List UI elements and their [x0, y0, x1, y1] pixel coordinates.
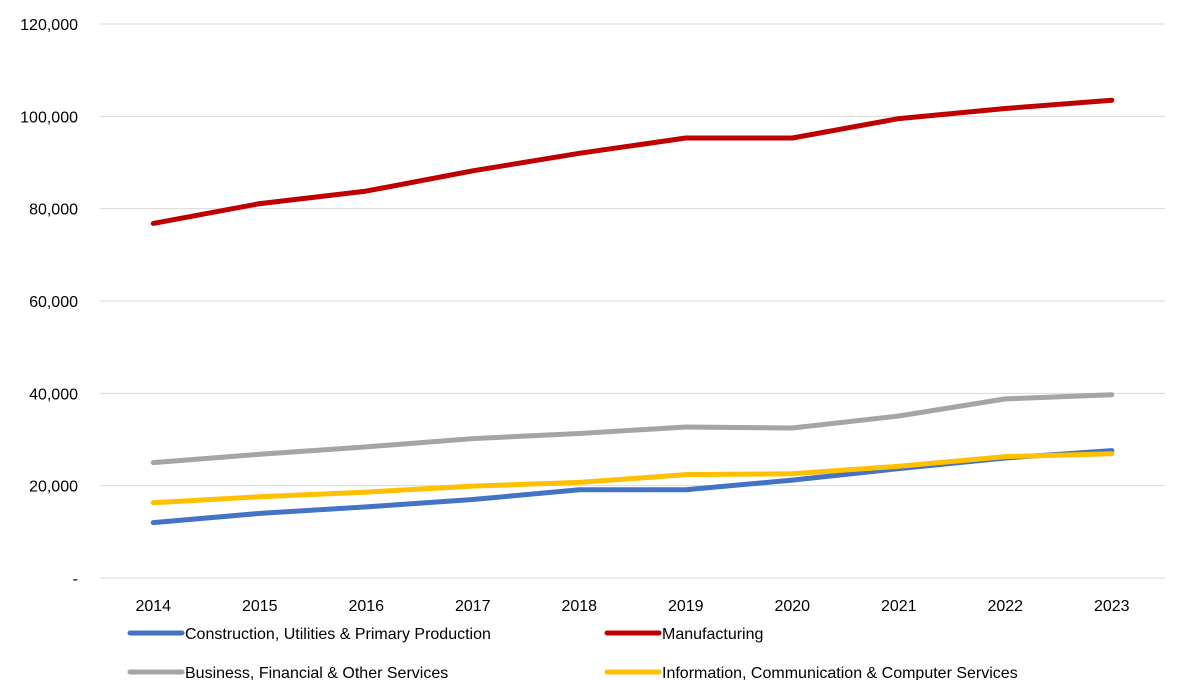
y-tick-label: 80,000 [29, 202, 78, 219]
x-tick-label: 2016 [348, 598, 384, 615]
x-tick-label: 2023 [1094, 598, 1130, 615]
series-lines [150, 97, 1115, 526]
legend-label: Manufacturing [662, 626, 763, 643]
y-axis-tick-labels: - 20,000 40,000 60,000 80,000 100,000 120,000 [20, 17, 78, 588]
x-tick-label: 2019 [668, 598, 704, 615]
series-line [150, 451, 1115, 506]
legend-label: Business, Financial & Other Services [185, 665, 448, 680]
series-line [150, 392, 1115, 466]
y-tick-label: - [73, 571, 78, 588]
x-tick-label: 2018 [561, 598, 597, 615]
legend-label: Information, Communication & Computer Se… [662, 665, 1018, 680]
legend-label: Construction, Utilities & Primary Produc… [185, 626, 491, 643]
x-tick-label: 2015 [242, 598, 278, 615]
y-tick-label: 40,000 [29, 386, 78, 403]
x-axis-tick-labels: 2014 2015 2016 2017 2018 2019 2020 2021 2022 2023 [135, 598, 1129, 615]
legend: Construction, Utilities & Primary Produc… [127, 626, 1018, 680]
x-tick-label: 2021 [881, 598, 917, 615]
y-tick-label: 60,000 [29, 294, 78, 311]
legend-item: Business, Financial & Other Services [127, 665, 448, 680]
series-business-financial-other-services [150, 392, 1115, 466]
y-tick-label: 20,000 [29, 479, 78, 496]
x-tick-label: 2014 [135, 598, 171, 615]
x-tick-label: 2020 [774, 598, 810, 615]
legend-item: Information, Communication & Computer Se… [604, 665, 1018, 680]
y-tick-label: 100,000 [20, 109, 78, 126]
series-line [150, 97, 1115, 226]
series-information-communication-computer-services [150, 451, 1115, 506]
legend-item: Construction, Utilities & Primary Produc… [127, 626, 491, 643]
legend-item: Manufacturing [604, 626, 763, 643]
series-manufacturing [150, 97, 1115, 226]
y-tick-label: 120,000 [20, 17, 78, 34]
x-tick-label: 2022 [987, 598, 1023, 615]
gridlines [100, 23, 1165, 487]
x-tick-label: 2017 [455, 598, 491, 615]
